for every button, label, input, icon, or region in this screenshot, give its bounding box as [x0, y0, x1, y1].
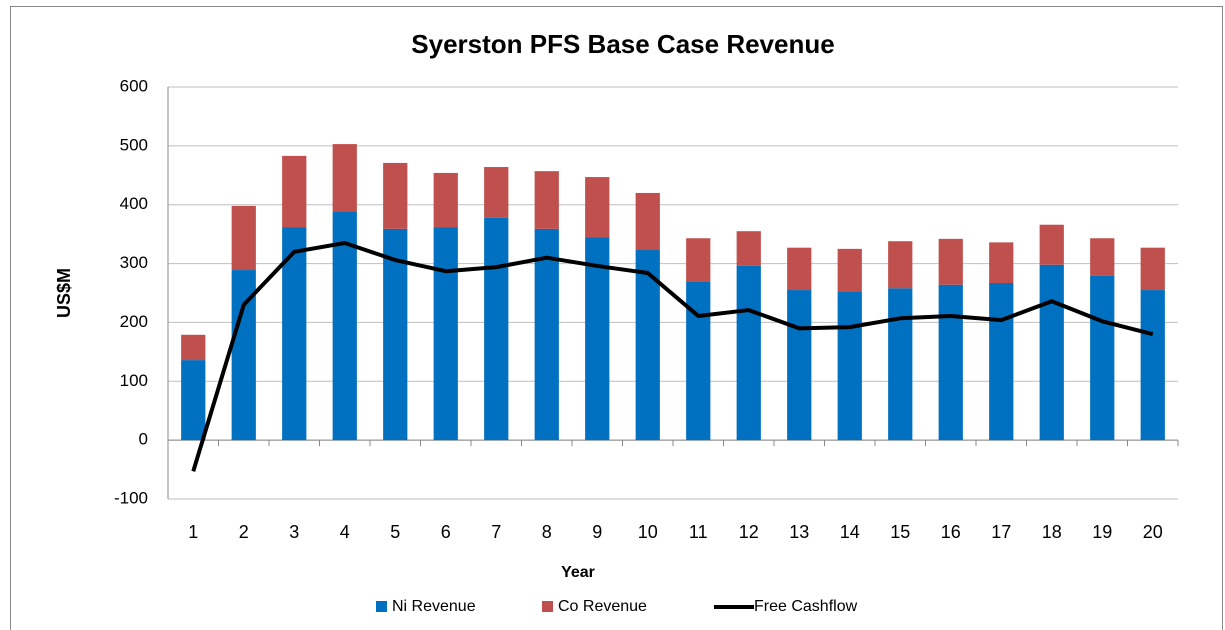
bar [686, 281, 711, 441]
bar [736, 265, 761, 441]
bar [686, 238, 711, 282]
bar [888, 288, 913, 441]
bar [938, 238, 963, 285]
legend-label: Co Revenue [558, 598, 647, 615]
y-tick-label: -100 [114, 488, 148, 507]
bar [433, 172, 458, 228]
bar [1140, 290, 1165, 441]
legend-swatch [542, 601, 553, 612]
x-tick-label: 20 [1143, 522, 1163, 542]
bar [1090, 275, 1115, 441]
bar [888, 241, 913, 289]
bar [787, 247, 812, 291]
bar [534, 171, 559, 229]
x-tick-label: 6 [441, 522, 451, 542]
bar [938, 284, 963, 441]
y-tick-label: 100 [120, 371, 148, 390]
x-tick-label: 15 [890, 522, 910, 542]
bar [1140, 247, 1165, 291]
x-tick-label: 4 [340, 522, 350, 542]
bar [787, 290, 812, 441]
y-axis-label: US$M [54, 268, 74, 318]
x-tick-label: 10 [638, 522, 658, 542]
bar [635, 192, 660, 251]
bar [989, 282, 1014, 441]
bar [736, 231, 761, 266]
bar [282, 155, 307, 228]
x-tick-label: 8 [542, 522, 552, 542]
x-tick-label: 17 [991, 522, 1011, 542]
x-tick-label: 3 [289, 522, 299, 542]
x-tick-label: 16 [941, 522, 961, 542]
bar [1039, 264, 1064, 441]
bar [989, 242, 1014, 283]
x-tick-label: 18 [1042, 522, 1062, 542]
y-tick-label: 600 [120, 76, 148, 95]
x-tick-label: 1 [188, 522, 198, 542]
legend-swatch [376, 601, 387, 612]
bar [585, 237, 610, 441]
bar [383, 162, 408, 229]
bar [181, 360, 206, 441]
y-tick-label: 300 [120, 253, 148, 272]
bar [585, 177, 610, 238]
bar [433, 227, 458, 441]
bar [484, 217, 509, 441]
x-tick-label: 12 [739, 522, 759, 542]
y-tick-label: 400 [120, 194, 148, 213]
x-tick-label: 19 [1092, 522, 1112, 542]
bar [837, 291, 862, 441]
x-tick-label: 11 [689, 522, 708, 542]
y-tick-label: 0 [139, 430, 148, 449]
bar [534, 228, 559, 441]
bar [231, 205, 256, 271]
bar [181, 334, 206, 361]
x-axis-label: Year [561, 564, 595, 581]
chart-frame [10, 6, 1223, 630]
bar [332, 144, 357, 212]
x-tick-label: 9 [592, 522, 602, 542]
y-tick-label: 200 [120, 312, 148, 331]
bar [837, 248, 862, 292]
legend-label: Free Cashflow [754, 598, 858, 615]
bar [383, 228, 408, 441]
line [191, 240, 1154, 472]
bar [1090, 238, 1115, 276]
x-tick-label: 13 [789, 522, 809, 542]
y-tick-label: 500 [120, 135, 148, 154]
bar [332, 211, 357, 441]
x-tick-label: 2 [239, 522, 249, 542]
bar [484, 167, 509, 218]
chart-title: Syerston PFS Base Case Revenue [411, 29, 834, 59]
legend-label: Ni Revenue [392, 598, 476, 615]
x-tick-label: 14 [840, 522, 860, 542]
bar [1039, 224, 1064, 265]
x-tick-label: 5 [390, 522, 400, 542]
x-tick-label: 7 [491, 522, 501, 542]
